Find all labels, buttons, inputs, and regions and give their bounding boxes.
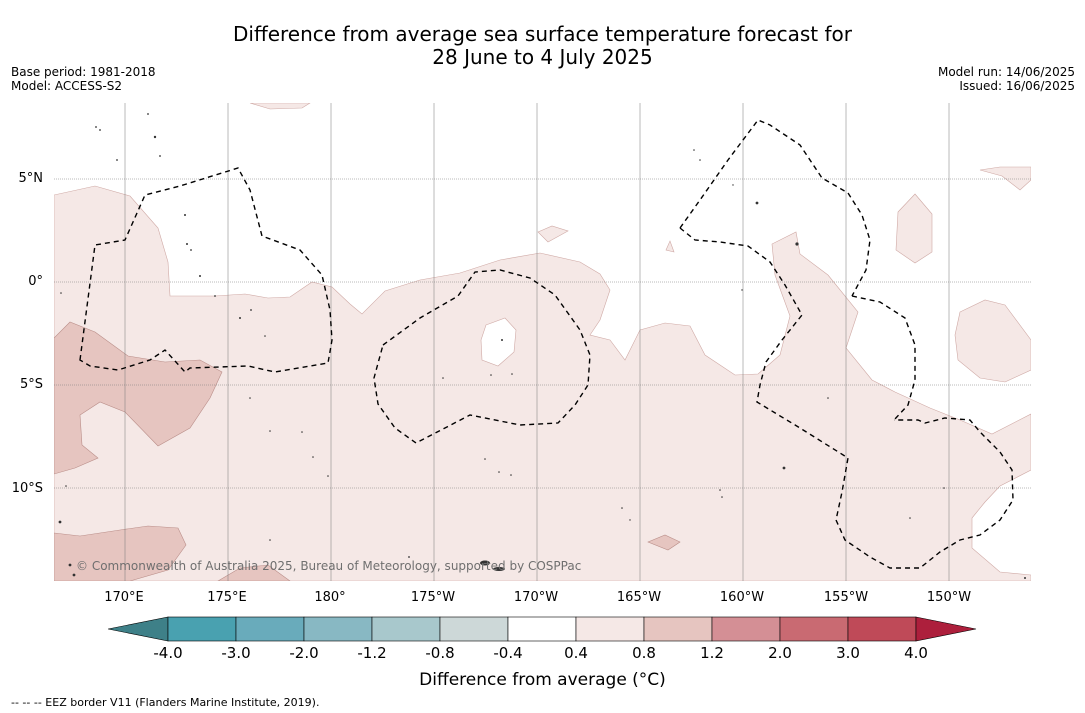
- colorbar-tick-label: 4.0: [904, 644, 928, 662]
- colorbar-bin: [507, 616, 577, 642]
- lon-label-175w: 175°W: [410, 590, 456, 605]
- lon-label-150w: 150°W: [926, 590, 972, 605]
- lat-label-0: 0°: [28, 274, 43, 289]
- eez-border-tuvalu-west: [79, 167, 333, 373]
- colorbar-bin: [575, 616, 645, 642]
- eez-border-kiribati-inner: [679, 227, 1014, 569]
- map-title-line2: 28 June to 4 July 2025: [432, 45, 653, 69]
- lon-label-155w: 155°W: [823, 590, 869, 605]
- eez-border-kiribati-phoenix: [679, 119, 871, 297]
- colorbar-tick-label: -4.0: [153, 644, 183, 662]
- eez-border-line-islands: [851, 295, 916, 421]
- colorbar-tick-label: -3.0: [221, 644, 251, 662]
- issued-text: Issued: 16/06/2025: [959, 79, 1075, 93]
- anomaly-region-light: [54, 185, 1031, 581]
- colorbar-bin: [235, 616, 305, 642]
- colorbar-bin: [303, 616, 373, 642]
- anomaly-region-small: [537, 225, 569, 243]
- base-period-info: Base period: 1981-2018 Model: ACCESS-S2: [11, 65, 156, 93]
- colorbar-bin: [371, 616, 441, 642]
- model-run-text: Model run: 14/06/2025: [937, 65, 1075, 79]
- anomaly-region-mid-small: [647, 534, 681, 551]
- islands: [58, 113, 1026, 579]
- colorbar-tick-label: 2.0: [768, 644, 792, 662]
- colorbar: [108, 616, 977, 642]
- colorbar-tick-label: -2.0: [289, 644, 319, 662]
- eez-border-tokelau-middle: [373, 269, 591, 444]
- graticule: [54, 103, 1031, 581]
- colorbar-bin: [711, 616, 781, 642]
- eez-legend-note: -- -- -- EEZ border V11 (Flanders Marine…: [11, 696, 320, 709]
- colorbar-bin: [439, 616, 509, 642]
- base-period-text: Base period: 1981-2018: [11, 65, 156, 79]
- map-title-line1: Difference from average sea surface temp…: [232, 22, 852, 46]
- eez-borders: [79, 119, 1014, 569]
- lon-label-160w: 160°W: [719, 590, 765, 605]
- colorbar-label: Difference from average (°C): [419, 670, 666, 690]
- colorbar-extend-high: [915, 616, 977, 642]
- anomaly-fields: [54, 103, 1031, 581]
- anomaly-hole: [480, 317, 517, 367]
- anomaly-region-top: [249, 103, 311, 110]
- anomaly-region-east-2: [954, 299, 1031, 383]
- lon-label-175e: 175°E: [207, 590, 247, 605]
- colorbar-bin: [847, 616, 917, 642]
- colorbar-tick-label: 0.8: [632, 644, 656, 662]
- lon-label-165w: 165°W: [616, 590, 662, 605]
- model-text: Model: ACCESS-S2: [11, 79, 123, 93]
- copyright-credit: © Commonwealth of Australia 2025, Bureau…: [76, 559, 582, 573]
- colorbar-extend-low: [108, 616, 169, 642]
- colorbar-tick-label: -1.2: [357, 644, 387, 662]
- anomaly-region-mid-southwest: [54, 525, 187, 581]
- lat-label-5n: 5°N: [18, 171, 44, 186]
- colorbar-bin: [643, 616, 713, 642]
- colorbar-bin: [779, 616, 849, 642]
- colorbar-tick-label: -0.8: [425, 644, 455, 662]
- colorbar-tick-label: -0.4: [493, 644, 523, 662]
- lon-label-180: 180°: [314, 590, 346, 605]
- anomaly-region-mid-west: [54, 321, 223, 475]
- anomaly-region-dot: [665, 240, 675, 253]
- lat-label-10s: 10°S: [11, 481, 43, 496]
- lon-label-170w: 170°W: [513, 590, 559, 605]
- lat-label-5s: 5°S: [19, 377, 43, 392]
- anomaly-region-east-1: [895, 193, 933, 264]
- colorbar-tick-label: 3.0: [836, 644, 860, 662]
- colorbar-tick-label: 1.2: [700, 644, 724, 662]
- colorbar-tick-label: 0.4: [564, 644, 588, 662]
- colorbar-bin: [167, 616, 237, 642]
- anomaly-region-east-3: [979, 166, 1031, 191]
- run-info: Model run: 14/06/2025 Issued: 16/06/2025: [938, 65, 1075, 93]
- anomaly-region-mid-south: [217, 564, 291, 581]
- lon-label-170e: 170°E: [104, 590, 144, 605]
